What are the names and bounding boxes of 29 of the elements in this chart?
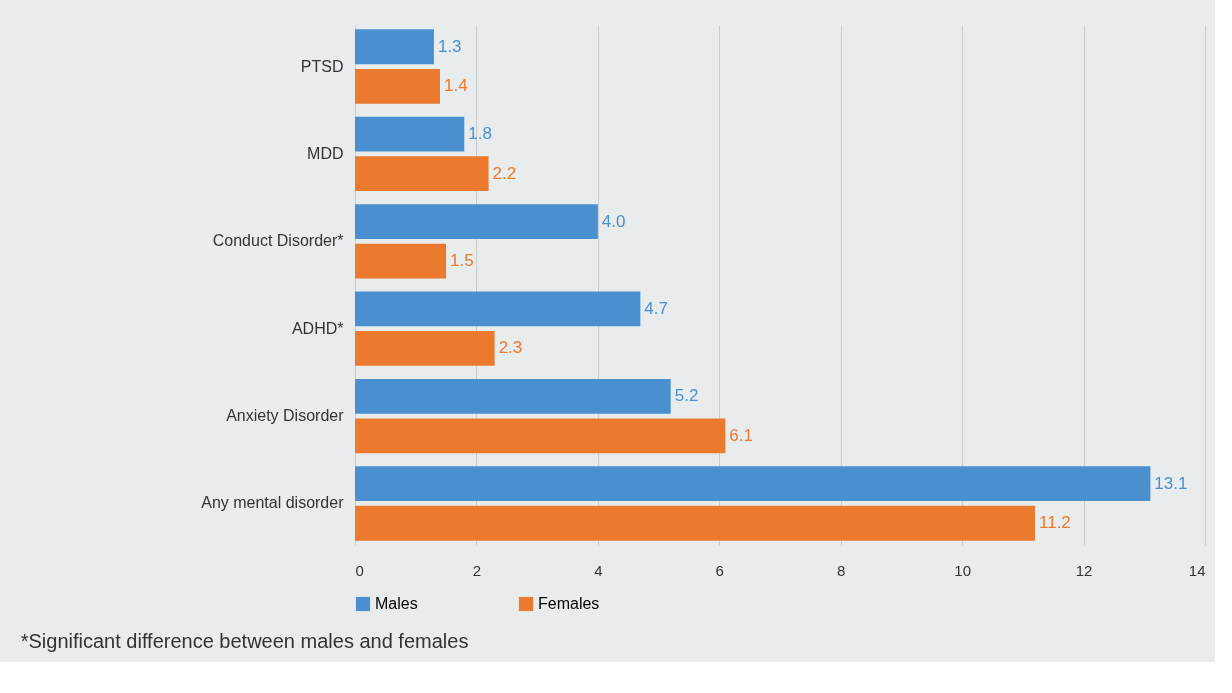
y-tick-label: Anxiety Disorder	[226, 407, 345, 425]
data-label: 6.1	[729, 425, 753, 445]
data-label: 1.5	[450, 251, 474, 271]
data-label: 11.2	[1039, 513, 1071, 533]
data-label: 4.7	[644, 298, 668, 318]
x-tick-label: 6	[715, 561, 724, 579]
y-tick-label: Conduct Disorder*	[212, 232, 344, 250]
data-label: 1.3	[437, 36, 462, 56]
x-tick-label: 4	[594, 561, 603, 579]
y-tick-label: ADHD*	[291, 319, 344, 337]
x-tick-label: 12	[1075, 561, 1093, 579]
text: *Significant difference between males and females	[20, 630, 469, 652]
y-tick-label: MDD	[307, 144, 344, 162]
x-tick-label: 14	[1188, 561, 1206, 579]
data-label: 5.2	[674, 386, 699, 406]
data-label: 1.4	[444, 76, 468, 96]
data-label: 2.2	[492, 163, 517, 183]
x-tick-label: 0	[355, 561, 364, 579]
x-tick-label: 10	[954, 561, 971, 579]
data-label: 4.0	[601, 211, 626, 231]
y-tick-label: PTSD	[300, 57, 344, 75]
x-tick-label: 8	[837, 561, 846, 579]
data-label: 1.8	[468, 124, 492, 144]
legend-label: Females	[538, 595, 600, 612]
y-tick-label: Any mental disorder	[201, 494, 345, 512]
legend-label: Males	[375, 595, 418, 612]
data-label: 13.1	[1154, 473, 1188, 493]
data-label: 2.3	[498, 338, 523, 358]
x-tick-label: 2	[472, 561, 482, 579]
